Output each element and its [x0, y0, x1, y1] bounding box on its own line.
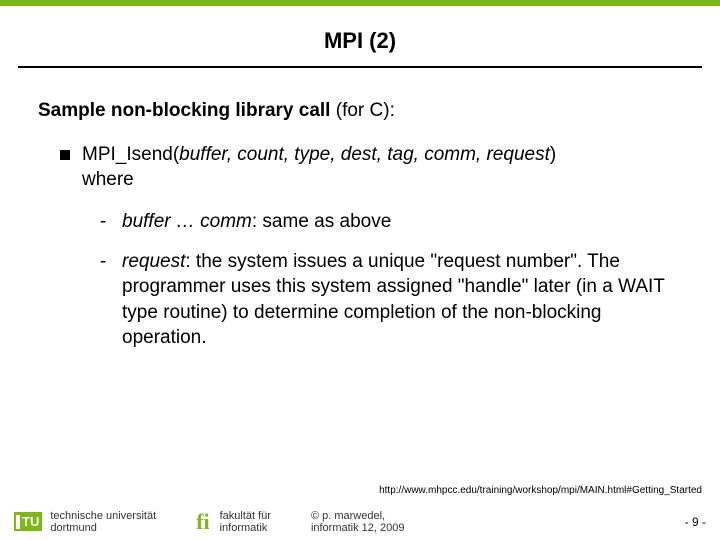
dash2-italic: request — [122, 251, 185, 272]
func-name: MPI_Isend( — [82, 144, 179, 165]
dash-mark: - — [100, 209, 114, 235]
author-block: © p. marwedel, informatik 12, 2009 — [311, 510, 405, 534]
bullet-text: MPI_Isend(buffer, count, type, dest, tag… — [82, 142, 556, 193]
dash1-rest: : same as above — [252, 211, 391, 232]
where-word: where — [82, 169, 134, 190]
func-close: ) — [550, 144, 556, 165]
fac-line2: informatik — [220, 522, 268, 534]
tu-logo: TU — [14, 512, 42, 531]
tu-bar-icon — [16, 515, 20, 529]
tu-logo-block: TU — [14, 512, 42, 531]
fi-logo-glyph: fi — [196, 513, 209, 531]
dash2-text: request: the system issues a unique "req… — [122, 249, 682, 352]
lead-line: Sample non-blocking library call (for C)… — [38, 98, 682, 124]
dash1-italic: buffer … comm — [122, 211, 252, 232]
dash1-text: buffer … comm: same as above — [122, 209, 391, 235]
author-line2: informatik 12, 2009 — [311, 522, 405, 534]
source-url: http://www.mhpcc.edu/training/workshop/m… — [379, 485, 702, 496]
uni-line1: technische universität — [50, 510, 156, 522]
lead-suffix: (for C): — [330, 100, 394, 121]
dash-item-2: - request: the system issues a unique "r… — [100, 249, 682, 352]
fac-line1: fakultät für — [220, 510, 271, 522]
dash-item-1: - buffer … comm: same as above — [100, 209, 682, 235]
author-line1: © p. marwedel, — [311, 510, 385, 522]
dash2-rest: : the system issues a unique "request nu… — [122, 251, 665, 349]
lead-bold: Sample non-blocking library call — [38, 100, 330, 121]
title-area: MPI (2) — [0, 6, 720, 66]
page-number: - 9 - — [685, 515, 706, 529]
bullet-square-icon — [60, 150, 70, 160]
faculty-name: fakultät für informatik — [220, 510, 271, 534]
slide-title: MPI (2) — [0, 28, 720, 54]
uni-line2: dortmund — [50, 522, 96, 534]
dash-mark: - — [100, 249, 114, 352]
bullet-item: MPI_Isend(buffer, count, type, dest, tag… — [60, 142, 682, 193]
fi-logo: fi — [196, 513, 213, 531]
func-args: buffer, count, type, dest, tag, comm, re… — [179, 144, 550, 165]
tu-text: TU — [22, 514, 39, 529]
university-name: technische universität dortmund — [50, 510, 156, 534]
footer: TU technische universität dortmund fi fa… — [0, 510, 720, 534]
content-area: Sample non-blocking library call (for C)… — [0, 68, 720, 351]
